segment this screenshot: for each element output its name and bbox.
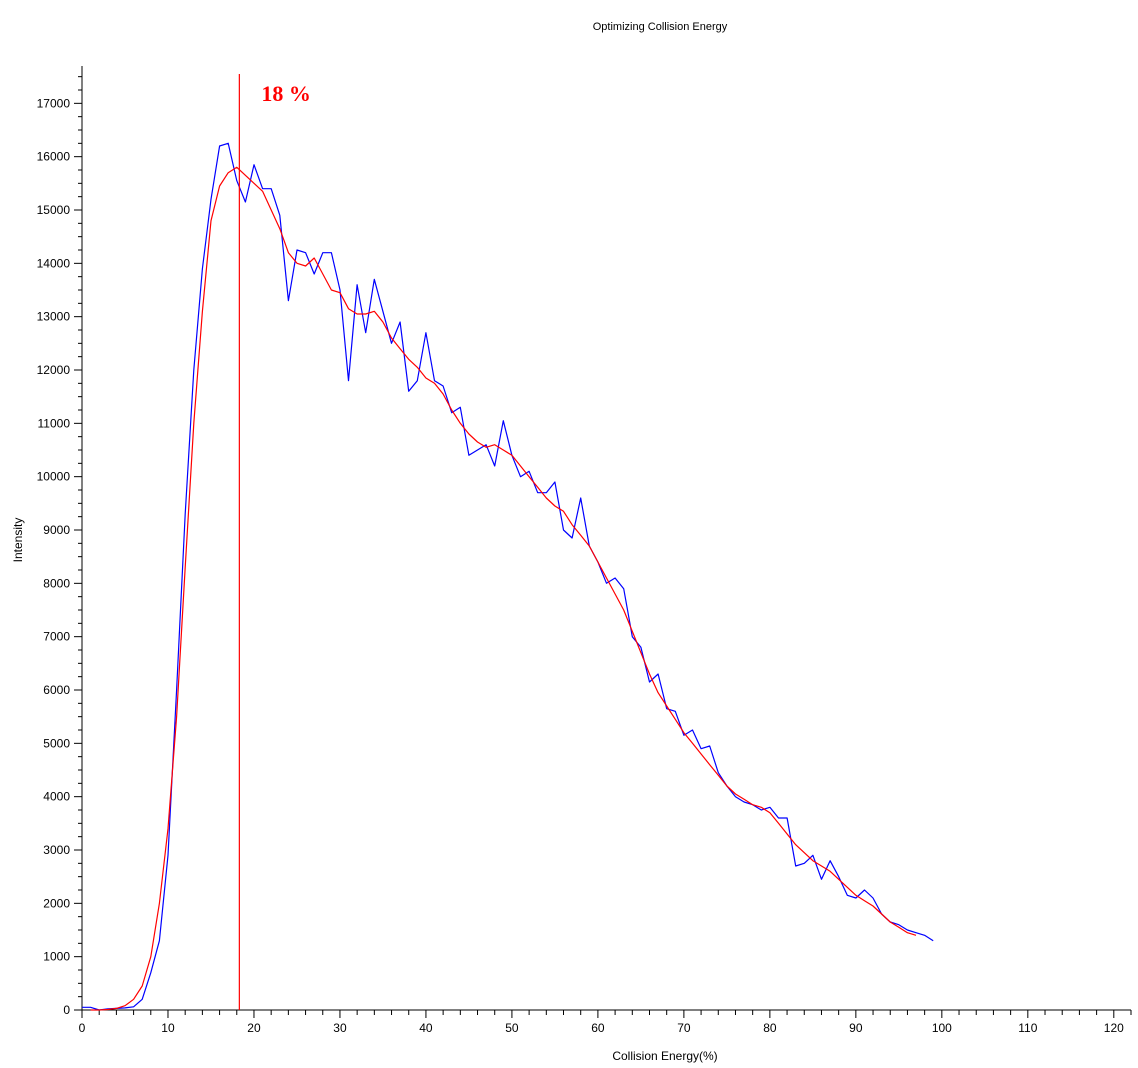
- y-axis-label: Intensity: [11, 518, 25, 563]
- y-tick-label: 10000: [37, 470, 71, 484]
- y-tick-label: 7000: [43, 630, 70, 644]
- x-tick-label: 20: [247, 1021, 261, 1035]
- y-tick-label: 13000: [37, 310, 71, 324]
- y-tick-label: 12000: [37, 363, 71, 377]
- y-tick-label: 11000: [38, 416, 71, 430]
- y-tick-label: 4000: [43, 790, 70, 804]
- y-tick-label: 6000: [43, 683, 70, 697]
- x-tick-label: 30: [333, 1021, 347, 1035]
- x-axis-label: Collision Energy(%): [612, 1049, 717, 1063]
- x-tick-label: 90: [849, 1021, 863, 1035]
- y-tick-label: 2000: [43, 896, 70, 910]
- y-axis: 0 1000 2000 3000 4000 5000 6000 7000 8000 9000 100…: [37, 66, 83, 1017]
- y-tick-label: 17000: [37, 96, 71, 110]
- x-tick-label: 0: [79, 1021, 86, 1035]
- x-tick-label: 60: [591, 1021, 605, 1035]
- chart-title: Optimizing Collision Energy: [593, 21, 728, 33]
- y-tick-label: 8000: [43, 576, 70, 590]
- x-tick-label: 100: [932, 1021, 952, 1035]
- plot-area: 18 %: [82, 74, 934, 1011]
- x-axis: 0 10 20 30 40 50 60 70 80 90 100 110 120: [79, 1009, 1132, 1035]
- y-tick-label: 15000: [37, 203, 71, 217]
- x-tick-label: 70: [677, 1021, 691, 1035]
- x-tick-label: 40: [419, 1021, 433, 1035]
- x-tick-label: 110: [1018, 1021, 1037, 1035]
- y-tick-label: 0: [63, 1003, 70, 1017]
- x-tick-label: 50: [505, 1021, 519, 1035]
- raw-intensity-line: [82, 142, 934, 1011]
- y-tick-label: 14000: [37, 256, 71, 270]
- y-tick-label: 5000: [43, 736, 70, 750]
- x-tick-label: 120: [1104, 1021, 1124, 1035]
- y-tick-label: 16000: [37, 150, 71, 164]
- y-tick-label: 3000: [43, 843, 70, 857]
- optimum-label: 18 %: [261, 81, 311, 106]
- x-tick-label: 10: [161, 1021, 175, 1035]
- x-tick-label: 80: [763, 1021, 777, 1035]
- y-tick-label: 1000: [43, 950, 70, 964]
- smoothed-intensity-line: [90, 166, 917, 1011]
- y-tick-label: 9000: [43, 523, 70, 537]
